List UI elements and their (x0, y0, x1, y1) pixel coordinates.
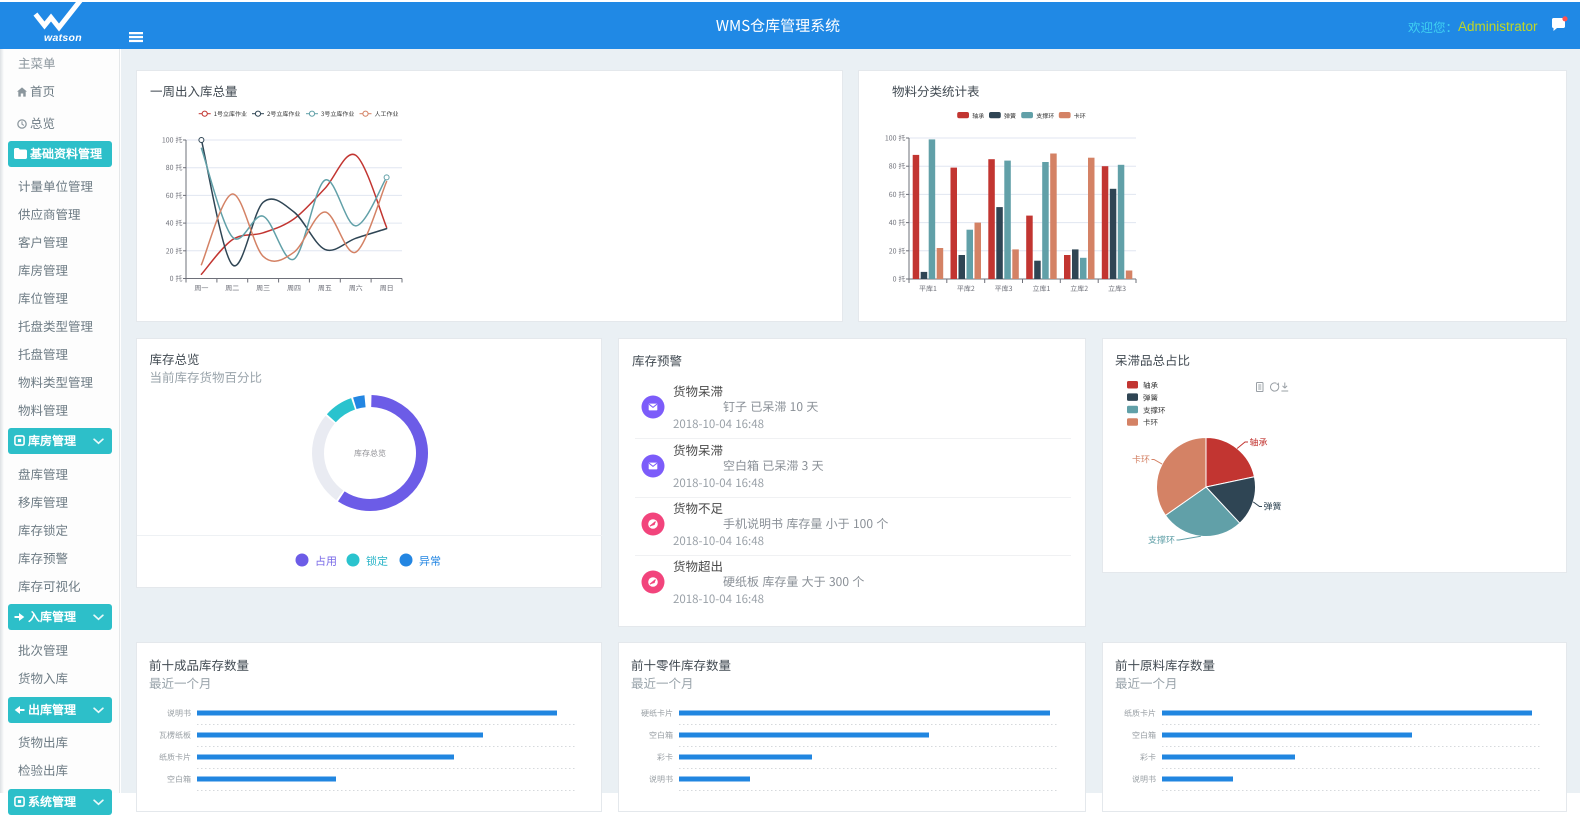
svg-text:卡环: 卡环 (1143, 417, 1159, 428)
svg-text:最近一个月: 最近一个月 (149, 673, 212, 692)
svg-text:前十成品库存数量: 前十成品库存数量 (149, 655, 249, 674)
svg-text:轴承: 轴承 (972, 111, 984, 120)
svg-text:平库3: 平库3 (995, 284, 1013, 294)
svg-text:弹簧: 弹簧 (1143, 392, 1159, 403)
svg-text:立库3: 立库3 (1108, 284, 1126, 294)
svg-text:80 托: 80 托 (889, 162, 906, 172)
svg-text:最近一个月: 最近一个月 (1115, 673, 1178, 692)
svg-text:支撑环: 支撑环 (1143, 405, 1166, 416)
svg-text:呆滞品总占比: 呆滞品总占比 (1115, 350, 1190, 369)
svg-text:卡环: 卡环 (1074, 111, 1086, 120)
svg-text:平库1: 平库1 (919, 284, 937, 294)
svg-text:说明书: 说明书 (649, 774, 673, 785)
svg-text:2018-10-04 16:48: 2018-10-04 16:48 (673, 416, 764, 432)
svg-text:手机说明书 库存量 小于 100 个: 手机说明书 库存量 小于 100 个 (723, 515, 888, 532)
svg-text:前十原料库存数量: 前十原料库存数量 (1115, 655, 1215, 674)
svg-text:库存总览: 库存总览 (354, 448, 386, 459)
svg-text:100 托: 100 托 (885, 134, 906, 144)
svg-text:0 托: 0 托 (893, 275, 906, 285)
svg-text:40 托: 40 托 (889, 218, 906, 228)
svg-text:空白箱: 空白箱 (649, 730, 673, 741)
svg-text:3号立库作业: 3号立库作业 (321, 109, 354, 118)
svg-text:人工作业: 人工作业 (375, 109, 399, 118)
svg-text:平库2: 平库2 (957, 284, 975, 294)
svg-text:异常: 异常 (419, 553, 441, 569)
svg-text:纸质卡片: 纸质卡片 (1124, 708, 1156, 719)
svg-text:60 托: 60 托 (166, 191, 183, 201)
svg-text:空白箱 已呆滞 3 天: 空白箱 已呆滞 3 天 (723, 457, 824, 474)
svg-text:库存预警: 库存预警 (632, 351, 682, 370)
svg-text:支撑环: 支撑环 (1036, 111, 1054, 120)
svg-text:硬纸板 库存量 大于 300 个: 硬纸板 库存量 大于 300 个 (723, 573, 864, 590)
svg-text:弹簧: 弹簧 (1264, 500, 1282, 513)
svg-text:20 托: 20 托 (166, 246, 183, 256)
svg-text:空白箱: 空白箱 (167, 774, 191, 785)
svg-text:说明书: 说明书 (1132, 774, 1156, 785)
svg-text:库存总览: 库存总览 (150, 349, 200, 368)
svg-text:100 托: 100 托 (162, 136, 183, 146)
svg-text:周三: 周三 (256, 284, 270, 294)
svg-text:物料分类统计表: 物料分类统计表 (892, 81, 980, 100)
svg-text:锁定: 锁定 (366, 553, 388, 569)
svg-text:周五: 周五 (318, 284, 332, 294)
svg-text:纸质卡片: 纸质卡片 (159, 752, 191, 763)
svg-text:周四: 周四 (287, 284, 301, 294)
svg-text:2号立库作业: 2号立库作业 (267, 109, 300, 118)
svg-text:轴承: 轴承 (1250, 436, 1268, 449)
svg-text:彩卡: 彩卡 (1140, 752, 1156, 763)
svg-text:watson: watson (44, 32, 82, 44)
svg-text:货物超出: 货物超出 (673, 556, 723, 575)
svg-text:周六: 周六 (349, 284, 363, 294)
svg-text:周二: 周二 (225, 284, 239, 294)
svg-text:货物不足: 货物不足 (673, 498, 724, 517)
svg-text:20 托: 20 托 (889, 246, 906, 256)
svg-text:货物呆滞: 货物呆滞 (673, 440, 723, 459)
svg-text:当前库存货物百分比: 当前库存货物百分比 (150, 367, 263, 386)
svg-text:卡环: 卡环 (1132, 453, 1150, 466)
svg-text:前十零件库存数量: 前十零件库存数量 (631, 655, 731, 674)
svg-text:一周出入库总量: 一周出入库总量 (150, 81, 238, 100)
svg-text:0 托: 0 托 (170, 274, 183, 284)
svg-text:周一: 周一 (194, 284, 208, 294)
svg-text:立库2: 立库2 (1070, 284, 1088, 294)
svg-text:2018-10-04 16:48: 2018-10-04 16:48 (673, 591, 764, 607)
svg-text:支撑环: 支撑环 (1148, 533, 1175, 546)
svg-text:占用: 占用 (315, 553, 337, 569)
svg-text:最近一个月: 最近一个月 (631, 673, 694, 692)
svg-text:40 托: 40 托 (166, 219, 183, 229)
svg-text:轴承: 轴承 (1143, 380, 1159, 391)
svg-text:1号立库作业: 1号立库作业 (214, 109, 247, 118)
svg-text:彩卡: 彩卡 (657, 752, 673, 763)
svg-text:60 托: 60 托 (889, 190, 906, 200)
svg-text:周日: 周日 (380, 284, 394, 294)
svg-text:空白箱: 空白箱 (1132, 730, 1156, 741)
svg-text:立库1: 立库1 (1032, 284, 1050, 294)
svg-text:硬纸卡片: 硬纸卡片 (641, 708, 673, 719)
svg-text:货物呆滞: 货物呆滞 (673, 381, 723, 400)
svg-text:2018-10-04 16:48: 2018-10-04 16:48 (673, 475, 764, 491)
svg-text:瓦楞纸板: 瓦楞纸板 (159, 730, 191, 741)
svg-text:钉子 已呆滞 10 天: 钉子 已呆滞 10 天 (723, 398, 818, 415)
svg-text:80 托: 80 托 (166, 163, 183, 173)
svg-text:2018-10-04 16:48: 2018-10-04 16:48 (673, 533, 764, 549)
svg-text:弹簧: 弹簧 (1004, 111, 1016, 120)
svg-text:说明书: 说明书 (167, 708, 191, 719)
